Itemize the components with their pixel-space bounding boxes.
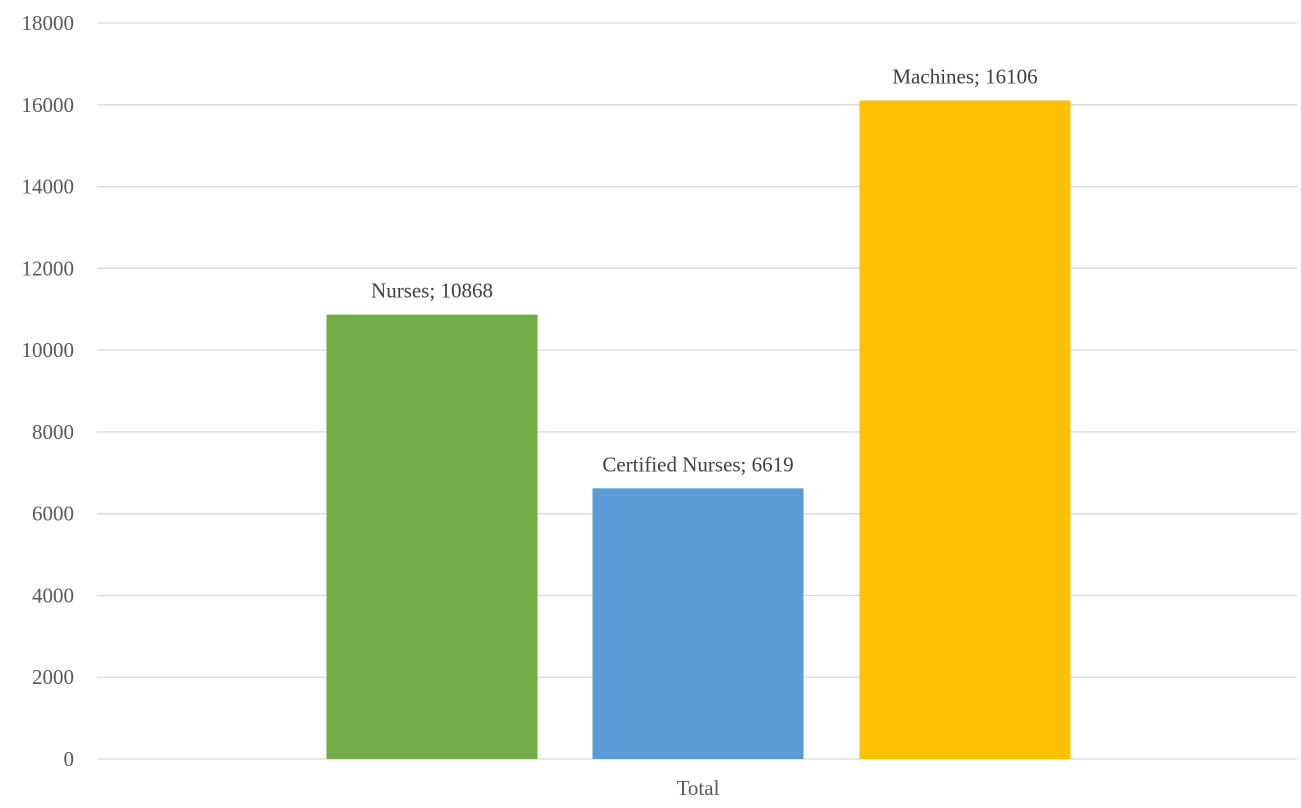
x-category-label: Total: [677, 776, 720, 800]
y-tick-label: 8000: [32, 420, 74, 444]
bar-machines: [859, 100, 1071, 760]
y-tick-label: 10000: [22, 338, 75, 362]
y-tick-label: 12000: [22, 256, 75, 280]
data-label-certified-nurses: Certified Nurses; 6619: [602, 452, 793, 476]
y-tick-label: 14000: [22, 175, 75, 199]
y-tick-label: 2000: [32, 665, 74, 689]
gridlines: [97, 22, 1297, 760]
data-label-nurses: Nurses; 10868: [371, 279, 493, 303]
y-tick-label: 6000: [32, 502, 74, 526]
y-axis-tick-labels: 0 2000 4000 6000 8000 10000 12000 14000 16000 180…: [22, 11, 75, 771]
bar-certified-nurses: [592, 488, 804, 759]
y-tick-label: 4000: [32, 583, 74, 607]
bar-nurses: [326, 314, 538, 759]
x-axis-category-labels: Total: [677, 776, 720, 800]
y-tick-label: 18000: [22, 11, 75, 35]
y-tick-label: 16000: [22, 93, 75, 117]
y-tick-label: 0: [64, 747, 75, 771]
data-label-machines: Machines; 16106: [892, 64, 1037, 88]
data-labels: Nurses; 10868 Certified Nurses; 6619 Machi…: [371, 64, 1038, 476]
bars: [326, 100, 1071, 760]
